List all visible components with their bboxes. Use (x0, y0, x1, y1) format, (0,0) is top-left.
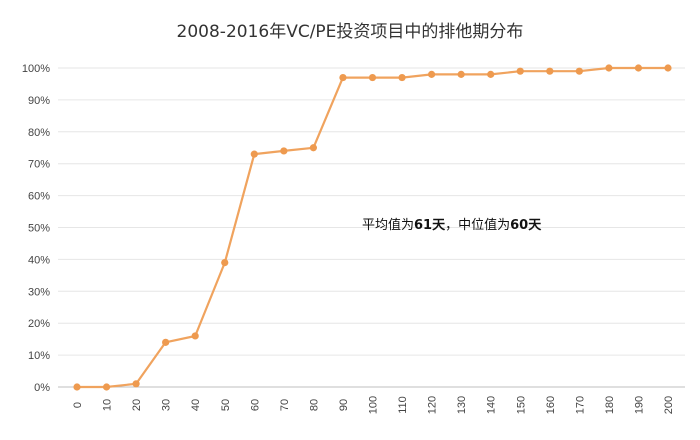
x-axis-ticks: 0 10 20 30 40 50 60 70 80 90 100 110 120 130 140 150 160… (72, 396, 675, 414)
data-point (575, 67, 583, 75)
data-point (428, 70, 436, 78)
x-tick-label: 130 (456, 396, 468, 414)
data-point (546, 67, 554, 75)
y-tick-label: 60% (28, 191, 50, 203)
x-tick-label: 170 (574, 396, 586, 414)
y-tick-label: 20% (28, 318, 50, 330)
y-tick-label: 70% (28, 159, 50, 171)
data-point (368, 73, 377, 82)
y-tick-label: 30% (28, 286, 50, 298)
x-tick-label: 160 (545, 396, 557, 414)
x-tick-label: 50 (220, 399, 232, 411)
x-tick-label: 140 (486, 396, 498, 414)
x-tick-label: 100 (368, 396, 380, 414)
annotation-mean: 61天 (414, 218, 446, 233)
data-point (664, 64, 672, 72)
data-point (280, 147, 288, 155)
data-point (339, 73, 347, 82)
x-tick-label: 120 (427, 396, 439, 414)
x-tick-label: 0 (72, 402, 84, 408)
data-point (487, 70, 495, 78)
x-tick-label: 90 (338, 399, 350, 411)
statistics-annotation: 平均值为61天，中位值为60天 (362, 217, 542, 233)
y-tick-label: 80% (28, 127, 50, 139)
x-tick-label: 10 (102, 399, 114, 411)
data-point (605, 64, 613, 72)
gridlines (58, 67, 685, 356)
series-layer (73, 64, 672, 391)
annotation-median: 60天 (510, 218, 542, 233)
data-point (132, 380, 140, 388)
y-tick-label: 0% (34, 382, 50, 394)
x-tick-label: 70 (279, 399, 291, 411)
y-tick-label: 100% (22, 63, 50, 75)
annotation-prefix: 平均值为 (362, 217, 414, 233)
x-tick-label: 200 (663, 396, 675, 414)
data-point (634, 64, 643, 72)
data-point (398, 73, 406, 82)
x-tick-label: 110 (397, 396, 409, 414)
data-point (162, 338, 170, 346)
y-tick-label: 40% (28, 254, 50, 266)
data-point (250, 150, 258, 158)
y-tick-label: 90% (28, 95, 50, 107)
x-tick-label: 60 (249, 399, 261, 411)
x-tick-label: 20 (131, 399, 143, 411)
data-point (73, 383, 81, 391)
y-tick-label: 10% (28, 350, 50, 362)
chart-title: 2008-2016年VC/PE投资项目中的排他期分布 (177, 22, 524, 42)
data-point (309, 144, 317, 152)
x-tick-label: 30 (161, 399, 173, 411)
x-tick-label: 180 (604, 396, 616, 414)
x-tick-label: 80 (308, 399, 320, 411)
x-tick-label: 190 (633, 396, 645, 414)
annotation-separator: ，中位值为 (445, 217, 510, 233)
data-point (457, 70, 465, 78)
data-point (191, 332, 199, 340)
x-tick-label: 40 (190, 399, 202, 411)
y-axis-ticks: 0% 10% 20% 30% 40% 50% 60% 70% 80% 90% 100% (22, 63, 50, 394)
x-tick-label: 150 (515, 396, 527, 414)
data-point (102, 383, 111, 391)
y-tick-label: 50% (28, 223, 50, 235)
data-point (516, 67, 524, 75)
data-point (221, 258, 229, 267)
